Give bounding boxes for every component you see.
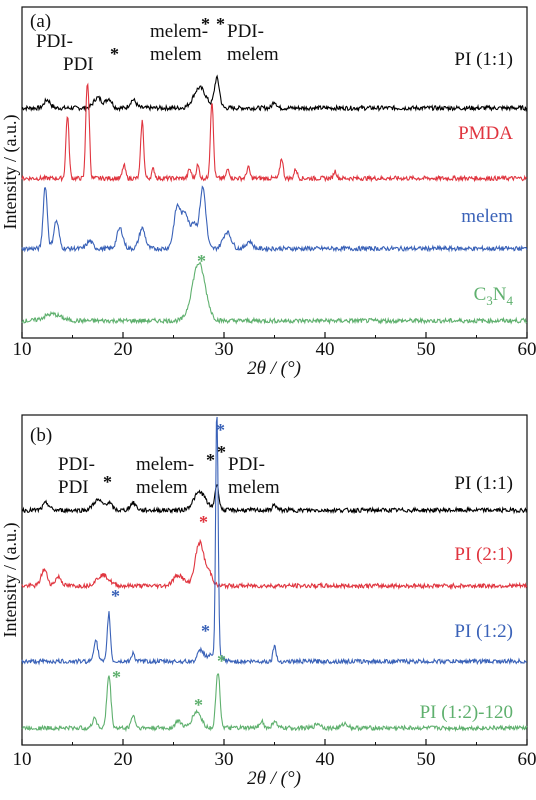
panel-b-star-green-2: * [194,695,203,715]
x-tick-label-50: 50 [417,749,436,770]
panel-b-label: (b) [30,425,52,446]
panel-a-label: (a) [30,11,51,32]
c3n4-subscript-4: 4 [507,293,514,308]
x-tick-label-30: 30 [215,749,234,770]
x-tick-label-30: 30 [215,339,234,360]
panel-a-annot-pdi-pdi-2: PDI [63,54,94,75]
panel-a-star-melem: * [201,14,210,34]
panel-a-annot-pdi-pdi-1: PDI- [36,31,73,52]
panel-b-legend-pi21: PI (2:1) [454,544,513,565]
panel-b-star-blue-1: * [111,586,120,606]
panel-a: (a) PDI- PDI melem- melem PDI- melem * *… [0,6,536,379]
x-tick-label-40: 40 [316,339,335,360]
panel-a-star-pdi: * [110,44,119,64]
panel-b-annot-pdi-pdi-2: PDI [58,477,89,498]
x-tick-label-60: 60 [518,339,536,360]
panel-b-xlabel: 2θ / (°) [247,768,301,789]
x-tick-label-10: 10 [13,749,32,770]
x-tick-label-20: 20 [114,749,133,770]
x-tick-label-60: 60 [518,749,536,770]
series-line-pi-2-1- [21,538,528,590]
series-line-pi-1-1- [21,74,528,113]
panel-b: (b) PDI- PDI melem- melem PDI- melem * *… [0,414,536,789]
panel-a-x-axis: 10 20 30 40 50 60 [13,332,536,360]
x-tick-label-20: 20 [114,339,133,360]
panel-a-annot-melem-melem-2: melem [150,44,202,65]
panel-b-x-axis: 10 20 30 40 50 60 [13,739,536,770]
panel-b-legend-pi11: PI (1:1) [454,473,513,494]
panel-a-plot [21,74,528,325]
panel-a-legend-pi11: PI (1:1) [454,49,513,70]
panel-b-star-pdimelem: * [217,442,226,462]
panel-b-annot-pdi-melem-1: PDI- [228,454,265,475]
panel-a-ylabel: Intensity / (a.u.) [0,115,21,230]
series-line-pi-1-1- [21,484,528,515]
panel-b-legend-pi12: PI (1:2) [454,621,513,642]
panel-a-xlabel: 2θ / (°) [247,358,301,379]
panel-b-annot-pdi-pdi-1: PDI- [58,454,95,475]
c3n4-n: N [493,284,507,305]
panel-b-plot [21,416,528,733]
panel-a-star-pdimelem: * [216,14,225,34]
panel-b-star-green-3: * [217,651,226,671]
panel-a-star-c3n4: * [197,251,206,271]
panel-b-star-red: * [199,512,208,532]
panel-b-frame [21,414,528,746]
panel-b-ylabel: Intensity / (a.u.) [0,523,21,638]
panel-a-annot-melem-melem-1: melem- [150,21,208,42]
x-tick-label-50: 50 [417,339,436,360]
panel-b-star-pdi: * [103,472,112,492]
panel-b-annot-melem-melem-1: melem- [136,454,194,475]
series-line-pmda [21,82,528,183]
panel-a-legend-pmda: PMDA [458,123,513,144]
panel-b-star-blue-top: * [216,420,225,440]
x-tick-label-40: 40 [316,749,335,770]
series-line-c3n4 [21,262,528,325]
panel-b-star-blue-2: * [201,621,210,641]
panel-b-star-green-1: * [112,667,121,687]
series-line-melem [21,185,528,253]
panel-a-annot-pdi-melem-1: PDI- [227,21,264,42]
panel-b-annot-melem-melem-2: melem [136,477,188,498]
series-line-pi-1-2-120 [21,673,528,733]
panel-b-annot-pdi-melem-2: melem [228,477,280,498]
panel-b-legend-pi12-120: PI (1:2)-120 [420,702,513,723]
series-line-pi-1-2- [21,416,527,666]
panel-a-legend-c3n4: C3N4 [474,284,514,308]
c3n4-subscript-3: 3 [486,293,493,308]
panel-a-annot-pdi-melem-2: melem [227,44,279,65]
panel-b-star-melem: * [206,450,215,470]
panel-a-legend-melem: melem [461,206,513,227]
x-tick-label-10: 10 [13,339,32,360]
